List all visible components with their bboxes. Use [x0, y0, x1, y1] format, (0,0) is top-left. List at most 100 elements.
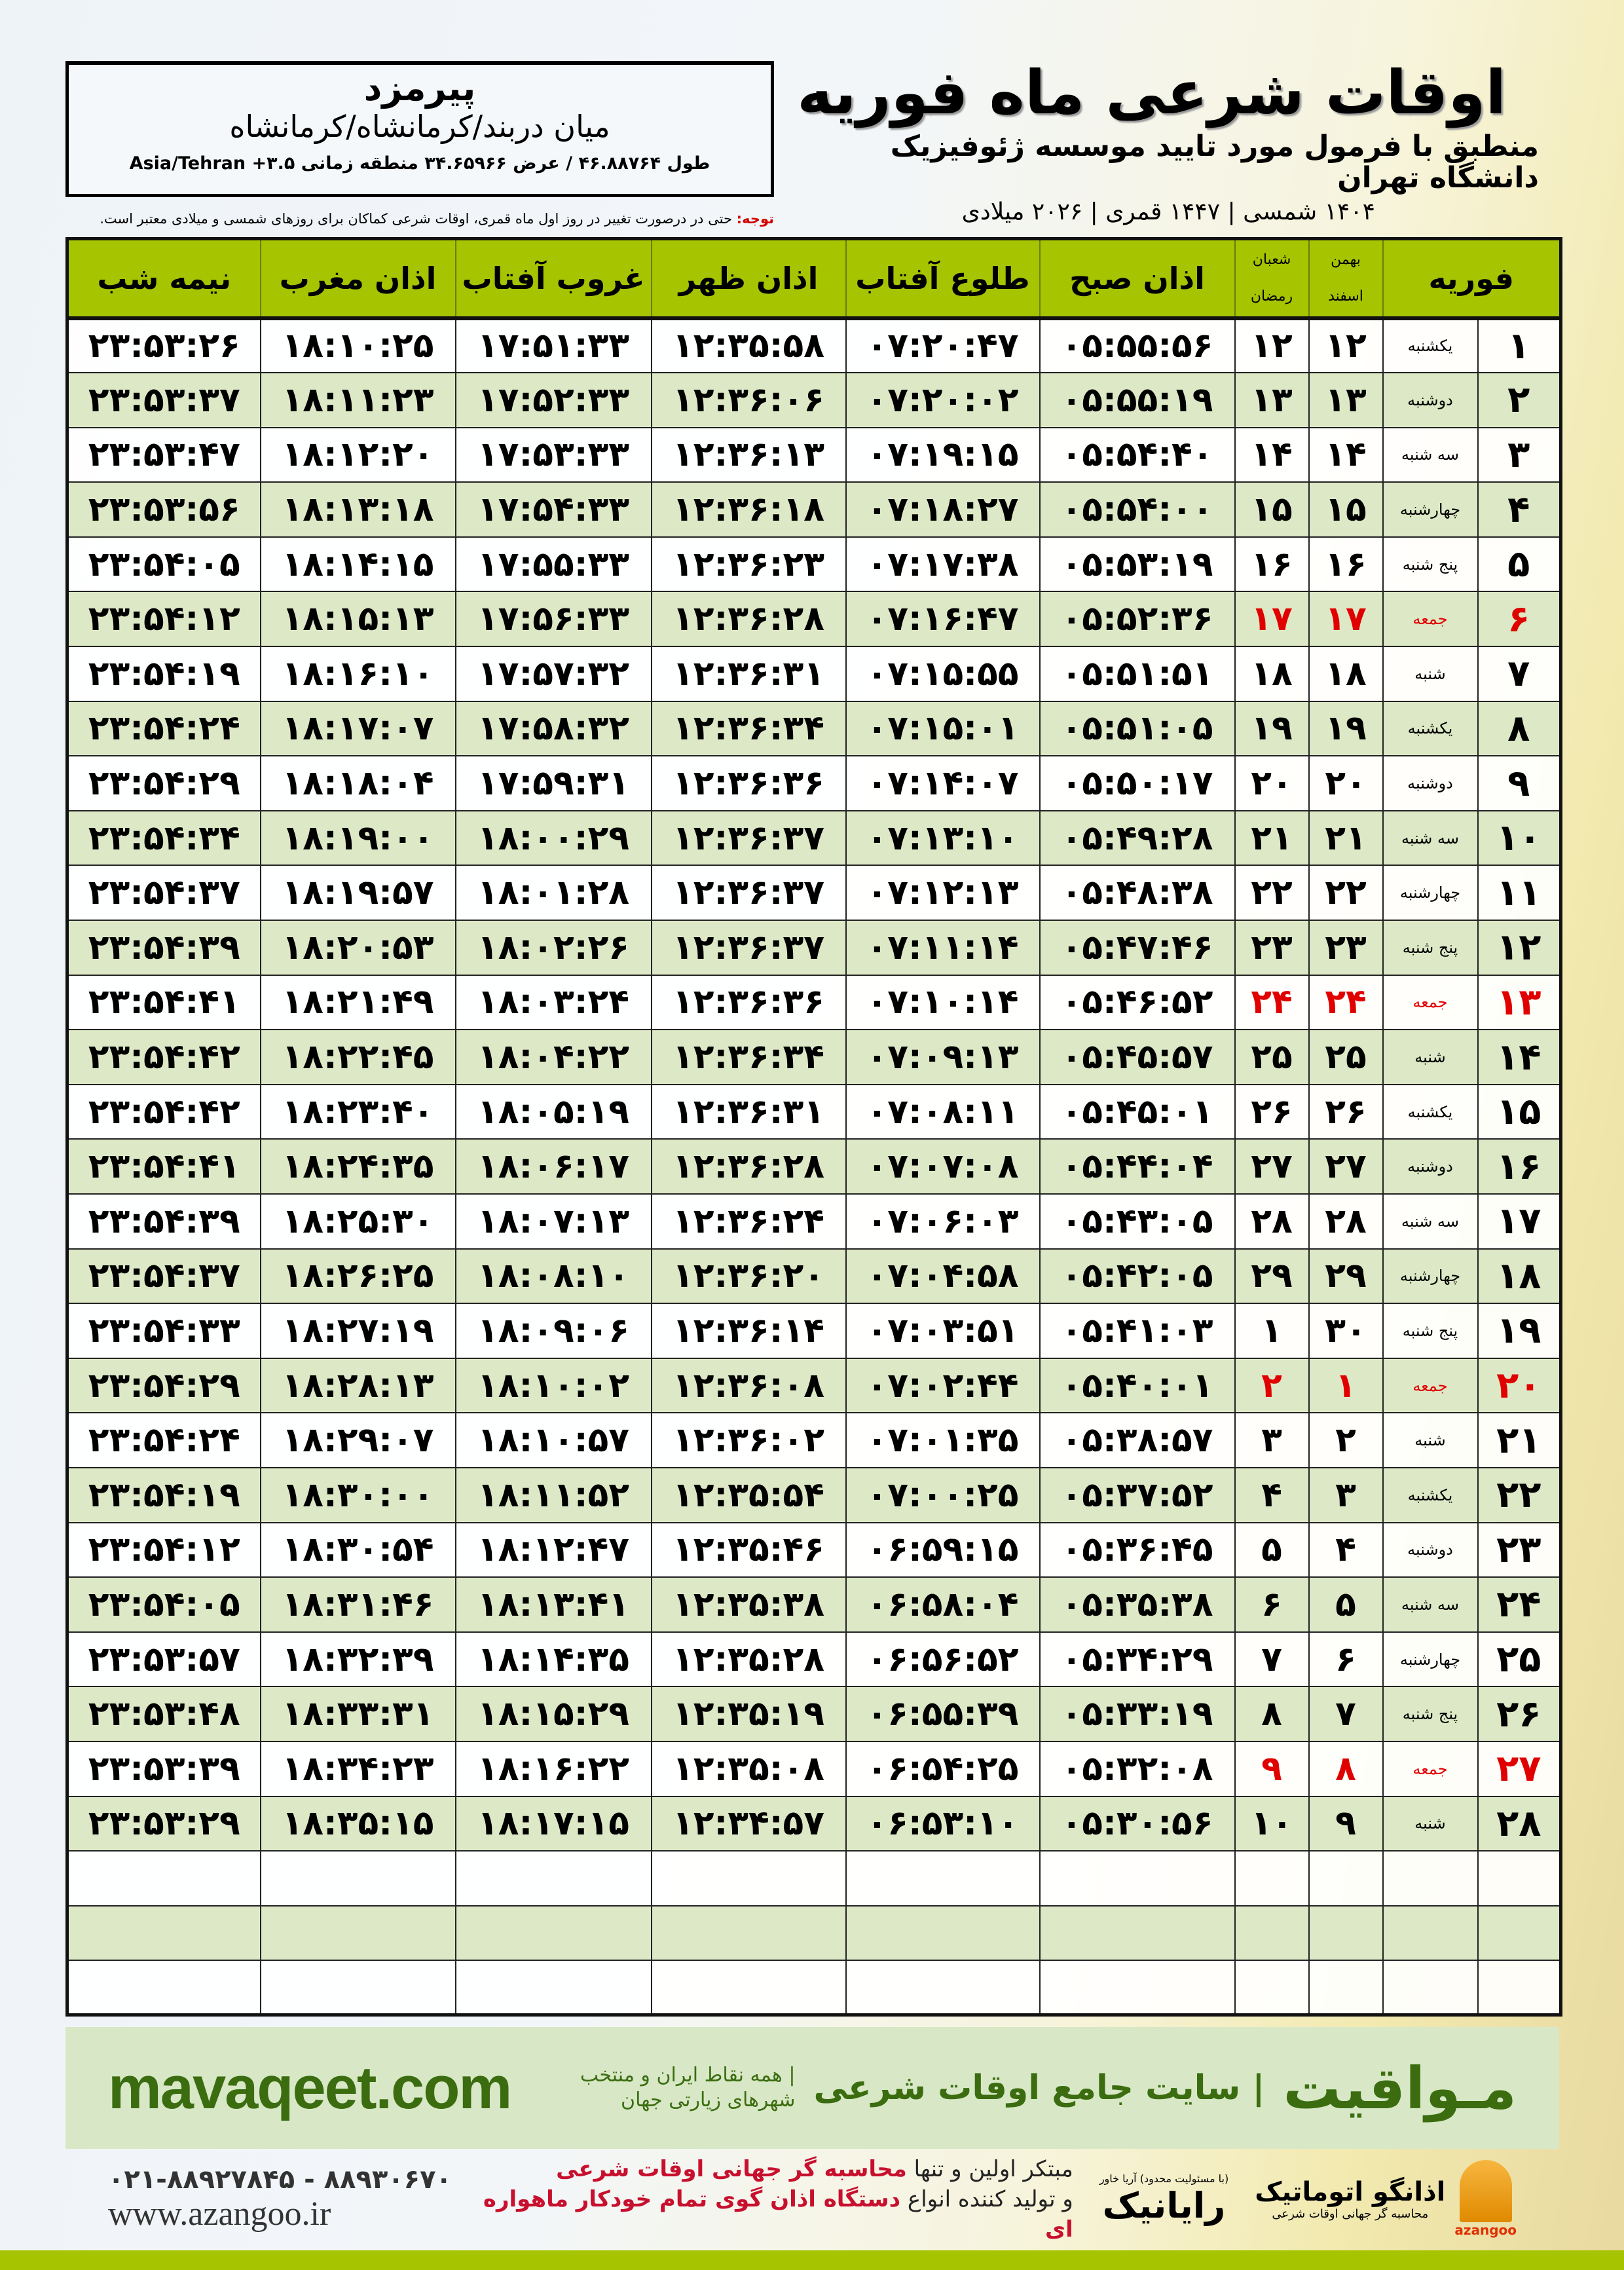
- weekday: جمعه: [1382, 974, 1479, 1031]
- shaban-day: ۲۰: [1234, 755, 1310, 811]
- nime-time: ۲۳:۵۳:۲۶: [66, 317, 261, 374]
- shaban-day: ۲۴: [1234, 974, 1310, 1031]
- nime-time: [66, 1850, 261, 1907]
- year-info: ۱۴۰۴ شمسی | ۱۴۴۷ قمری | ۲۰۲۶ میلادی: [961, 198, 1375, 225]
- col-lunar-month: شعبان رمضان: [1234, 238, 1310, 320]
- tulu-time: ۰۷:۲۰:۰۲: [845, 372, 1041, 428]
- rayanik-logo: (با مسئولیت محدود) آریا خاور رایانیک: [1099, 2172, 1228, 2226]
- maghrib-time: ۱۸:۲۳:۴۰: [259, 1083, 456, 1140]
- day-number: ۱۵: [1477, 1083, 1562, 1140]
- nime-time: ۲۳:۵۴:۲۴: [66, 700, 261, 757]
- day-number: ۲۶: [1477, 1686, 1562, 1742]
- tulu-time: ۰۷:۰۲:۴۴: [845, 1357, 1041, 1414]
- mavaqeet-link[interactable]: mavaqeet.com: [108, 2054, 512, 2121]
- zuhr-time: ۱۲:۳۶:۲۸: [650, 591, 847, 648]
- shaban-day: ۲۳: [1234, 920, 1310, 976]
- tulu-time: ۰۶:۵۶:۵۲: [845, 1631, 1041, 1688]
- weekday: چهارشنبه: [1382, 1248, 1479, 1305]
- zuhr-time: ۱۲:۳۶:۱۴: [650, 1303, 847, 1359]
- table-row: ۱۹ پنج شنبه ۳۰ ۱ ۰۵:۴۱:۰۳ ۰۷:۰۳:۵۱ ۱۲:۳۶:۱۴ ۱۸:…: [66, 1303, 1562, 1359]
- bahman-day: ۲۲: [1308, 865, 1384, 921]
- day-number: ۱۲: [1477, 920, 1562, 976]
- sobh-time: ۰۵:۴۱:۰۳: [1039, 1303, 1236, 1359]
- azangoo-link[interactable]: www.azangoo.ir: [108, 2195, 331, 2233]
- ghurub-time: [454, 1905, 652, 1962]
- table-row: ۲ دوشنبه ۱۳ ۱۳ ۰۵:۵۵:۱۹ ۰۷:۲۰:۰۲ ۱۲:۳۶:۰۶ ۱۷:۵۲…: [66, 372, 1562, 428]
- tulu-time: ۰۶:۵۳:۱۰: [845, 1795, 1041, 1852]
- tulu-time: ۰۷:۰۱:۳۵: [845, 1412, 1041, 1468]
- azangoo-name: اذانگو اتوماتیک: [1255, 2177, 1446, 2207]
- prayer-times-table: فوریه بهمن اسفند شعبان رمضان اذان صبح طلوع…: [65, 237, 1562, 2017]
- header-row: فوریه بهمن اسفند شعبان رمضان اذان صبح طلوع…: [66, 238, 1562, 320]
- nime-time: ۲۳:۵۴:۲۴: [66, 1412, 261, 1468]
- maghrib-time: ۱۸:۲۷:۱۹: [259, 1303, 456, 1359]
- day-number: ۲۰: [1477, 1357, 1562, 1414]
- shaban-day: ۱۴: [1234, 426, 1310, 483]
- ghurub-time: ۱۸:۱۰:۵۷: [454, 1412, 652, 1468]
- shaban-day: ۱۸: [1234, 646, 1310, 702]
- ghurub-time: ۱۷:۵۷:۳۲: [454, 646, 652, 702]
- shaban-day: ۲۵: [1234, 1029, 1310, 1085]
- table-row: ۱۱ چهارشنبه ۲۲ ۲۲ ۰۵:۴۸:۳۸ ۰۷:۱۲:۱۳ ۱۲:۳۶:۳۷ ۱۸…: [66, 865, 1562, 921]
- bahman-day: ۱۲: [1308, 317, 1384, 374]
- weekday: سه شنبه: [1382, 809, 1479, 866]
- day-number: ۲۲: [1477, 1466, 1562, 1523]
- col-maghrib: اذان مغرب: [259, 238, 456, 320]
- col-tulu: طلوع آفتاب: [845, 238, 1041, 320]
- note-text: حتی در درصورت تغییر در روز اول ماه قمری،…: [100, 211, 737, 227]
- bahman-day: ۲۰: [1308, 755, 1384, 811]
- nime-time: ۲۳:۵۴:۲۹: [66, 755, 261, 811]
- weekday: یکشنبه: [1382, 317, 1479, 374]
- mavaqeet-logo: مـواقیت: [1283, 2054, 1517, 2122]
- shaban-day: ۸: [1234, 1686, 1310, 1742]
- weekday: پنج شنبه: [1382, 920, 1479, 976]
- mavaqeet-subtagline: | همه نقاط ایران و منتخب شهرهای زیارتی ج…: [580, 2064, 796, 2112]
- mavaqeet-banner: مـواقیت | سایت جامع اوقات شرعی | همه نقا…: [65, 2027, 1559, 2149]
- note: توجه: حتی در درصورت تغییر در روز اول ماه…: [65, 211, 774, 227]
- day-number: ۲۴: [1477, 1576, 1562, 1633]
- nime-time: ۲۳:۵۴:۳۹: [66, 920, 261, 976]
- footer-row: azangoo اذانگو اتوماتیک محاسبه گر جهانی ا…: [65, 2151, 1559, 2246]
- bahman-day: ۲۵: [1308, 1029, 1384, 1085]
- tulu-time: ۰۷:۰۹:۱۳: [845, 1029, 1041, 1085]
- zuhr-time: ۱۲:۳۶:۲۳: [650, 536, 847, 593]
- table-row: ۴ چهارشنبه ۱۵ ۱۵ ۰۵:۵۴:۰۰ ۰۷:۱۸:۲۷ ۱۲:۳۶:۱۸ ۱۷:…: [66, 481, 1562, 538]
- sobh-time: ۰۵:۴۲:۰۵: [1039, 1248, 1236, 1305]
- maghrib-time: ۱۸:۳۴:۲۳: [259, 1740, 456, 1797]
- sobh-time: ۰۵:۴۷:۴۶: [1039, 920, 1236, 976]
- day-number: ۳: [1477, 426, 1562, 483]
- nime-time: [66, 1905, 261, 1962]
- ghurub-time: [454, 1960, 652, 2016]
- day-number: [1477, 1905, 1562, 1962]
- tulu-time: ۰۷:۱۸:۲۷: [845, 481, 1041, 538]
- day-number: ۵: [1477, 536, 1562, 593]
- table-row: ۱۲ پنج شنبه ۲۳ ۲۳ ۰۵:۴۷:۴۶ ۰۷:۱۱:۱۴ ۱۲:۳۶:۳۷ ۱۸…: [66, 920, 1562, 976]
- table-row: ۱۴ شنبه ۲۵ ۲۵ ۰۵:۴۵:۵۷ ۰۷:۰۹:۱۳ ۱۲:۳۶:۳۴ ۱۸:۰۴:…: [66, 1029, 1562, 1085]
- shaban-day: ۹: [1234, 1740, 1310, 1797]
- ghurub-time: ۱۷:۵۹:۳۱: [454, 755, 652, 811]
- zuhr-time: [650, 1905, 847, 1962]
- nime-time: ۲۳:۵۴:۳۷: [66, 1248, 261, 1305]
- zuhr-time: ۱۲:۳۶:۳۱: [650, 646, 847, 702]
- shaban-day: ۷: [1234, 1631, 1310, 1688]
- table-row: ۱۰ سه شنبه ۲۱ ۲۱ ۰۵:۴۹:۲۸ ۰۷:۱۳:۱۰ ۱۲:۳۶:۳۷ ۱۸:…: [66, 809, 1562, 866]
- table-row: ۲۶ پنج شنبه ۷ ۸ ۰۵:۳۳:۱۹ ۰۶:۵۵:۳۹ ۱۲:۳۵:۱۹ ۱۸:۱…: [66, 1686, 1562, 1742]
- tulu-time: ۰۷:۰۸:۱۱: [845, 1083, 1041, 1140]
- nime-time: ۲۳:۵۳:۳۷: [66, 372, 261, 428]
- maghrib-time: ۱۸:۳۰:۵۴: [259, 1521, 456, 1578]
- bottom-strip: [0, 2250, 1624, 2270]
- ghurub-time: ۱۸:۰۵:۱۹: [454, 1083, 652, 1140]
- sobh-time: ۰۵:۵۲:۳۶: [1039, 591, 1236, 648]
- empty-row: [66, 1905, 1562, 1962]
- table-row: ۵ پنج شنبه ۱۶ ۱۶ ۰۵:۵۳:۱۹ ۰۷:۱۷:۳۸ ۱۲:۳۶:۲۳ ۱۷:…: [66, 536, 1562, 593]
- zuhr-time: ۱۲:۳۶:۳۶: [650, 974, 847, 1031]
- day-number: ۱۴: [1477, 1029, 1562, 1085]
- zuhr-time: [650, 1850, 847, 1907]
- sobh-time: ۰۵:۳۲:۰۸: [1039, 1740, 1236, 1797]
- maghrib-time: ۱۸:۱۹:۵۷: [259, 865, 456, 921]
- day-number: ۱۰: [1477, 809, 1562, 866]
- sobh-time: [1039, 1960, 1236, 2016]
- dome-icon: [1459, 2160, 1512, 2222]
- sobh-time: [1039, 1850, 1236, 1907]
- sobh-time: ۰۵:۴۰:۰۱: [1039, 1357, 1236, 1414]
